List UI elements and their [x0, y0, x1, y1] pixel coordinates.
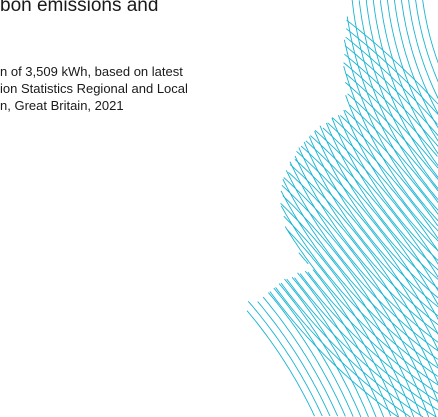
footnote-line: ion Statistics Regional and Local: [0, 81, 188, 96]
arc-line: [343, 109, 438, 252]
arc-line: [300, 145, 438, 320]
arc-line: [322, 127, 438, 265]
arc-line: [307, 271, 438, 394]
arc-line: [327, 122, 438, 252]
arc-line: [262, 296, 339, 417]
arc-line: [401, 0, 438, 115]
footnote-text: n of 3,509 kWh, based on latest ion Stat…: [0, 63, 188, 114]
arc-line: [285, 170, 438, 352]
arc-line: [331, 117, 438, 271]
arc-line: [346, 16, 438, 211]
arc-line: [278, 283, 362, 417]
arc-line: [283, 177, 438, 404]
arc-line: [314, 130, 438, 278]
arc-line: [344, 109, 438, 215]
arc-line: [422, 0, 438, 64]
arc-line: [349, 104, 438, 204]
arc-line: [280, 202, 422, 417]
arc-line: [275, 287, 412, 417]
arc-line: [294, 277, 438, 411]
arc-line: [365, 0, 438, 179]
arc-line: [305, 140, 438, 306]
arc-line: [372, 0, 438, 167]
arc-line: [297, 272, 385, 417]
arc-line: [303, 141, 438, 317]
arc-line: [280, 205, 438, 377]
arc-line: [282, 195, 430, 417]
arc-line: [289, 164, 438, 368]
arc-line: [393, 0, 438, 129]
arc-line: [247, 301, 323, 417]
arc-line: [345, 95, 438, 242]
arc-line: [343, 62, 438, 157]
arc-line: [284, 226, 438, 386]
arc-line: [358, 0, 438, 190]
arc-line: [273, 287, 354, 417]
arc-line: [331, 117, 438, 240]
arc-set-b: [269, 0, 438, 417]
arc-line: [282, 178, 438, 360]
arc-line: [294, 155, 438, 335]
arc-line: [299, 273, 438, 402]
footnote-line: n of 3,509 kWh, based on latest: [0, 64, 183, 79]
arc-line: [347, 93, 438, 192]
arc-line: [308, 136, 438, 308]
arc-line: [343, 65, 438, 232]
arc-line: [344, 45, 438, 137]
section-heading: bon emissions and: [0, 0, 159, 16]
arc-line: [246, 310, 316, 417]
arc-line: [304, 270, 392, 417]
arc-line: [298, 252, 400, 417]
arc-line: [408, 0, 438, 100]
arc-line: [284, 278, 369, 417]
arc-line: [339, 115, 438, 227]
arc-line: [346, 73, 438, 169]
arc-line: [379, 0, 438, 155]
arc-line: [298, 147, 438, 326]
arc-line: [415, 0, 438, 83]
arc-line: [281, 184, 437, 417]
arc-line: [257, 301, 331, 417]
arc-line: [386, 0, 438, 142]
arc-line: [346, 19, 438, 105]
arc-line: [345, 82, 438, 181]
arc-line: [345, 36, 438, 125]
arc-line: [268, 292, 346, 417]
arc-line: [269, 291, 399, 417]
arc-line: [289, 161, 438, 343]
arc-set-a: [246, 19, 438, 417]
arc-line: [325, 122, 438, 280]
arc-line: [351, 0, 438, 201]
arc-line: [291, 277, 377, 417]
arc-line: [314, 130, 438, 299]
arc-line: [345, 28, 438, 116]
arc-line: [280, 190, 438, 369]
arc-line: [286, 278, 437, 417]
arc-line: [294, 158, 438, 351]
arc-line: [296, 150, 438, 335]
arc-line: [337, 115, 438, 261]
arc-line: [344, 53, 438, 147]
arc-line: [343, 39, 438, 222]
arc-line: [319, 125, 438, 290]
arc-line: [280, 282, 424, 417]
footnote-line: n, Great Britain, 2021: [0, 98, 124, 113]
